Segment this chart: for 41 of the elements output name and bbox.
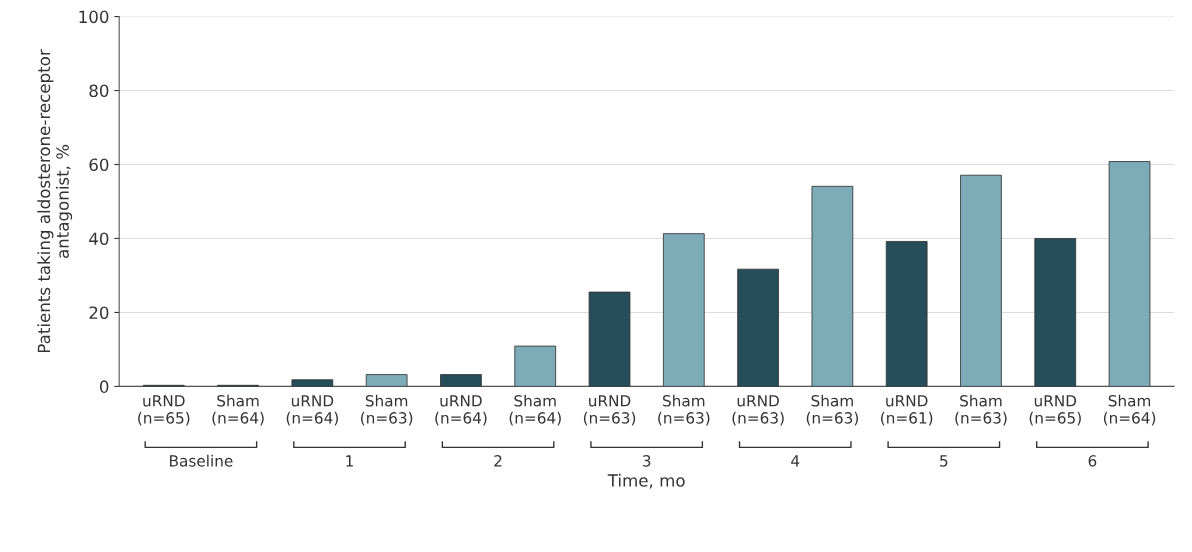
text: 4 bbox=[791, 455, 800, 467]
text: 6 bbox=[1088, 455, 1097, 467]
bar bbox=[291, 379, 334, 387]
y-tick-label: 20 bbox=[89, 306, 109, 319]
bar bbox=[662, 233, 705, 387]
bar bbox=[588, 291, 631, 387]
bar bbox=[1108, 161, 1151, 387]
x-tick-label: uRND (n=63) bbox=[732, 395, 784, 426]
bar bbox=[737, 268, 779, 387]
x-tick-label: Sham (n=63) bbox=[806, 394, 858, 426]
x-tick-label: Sham (n=64) bbox=[509, 394, 561, 426]
y-tick-label: 80 bbox=[89, 84, 109, 98]
text: 2 bbox=[494, 455, 502, 467]
text: 1 bbox=[346, 455, 353, 467]
x-tick-label: uRND (n=64) bbox=[435, 395, 487, 426]
x-tick-label: Sham (n=63) bbox=[361, 394, 413, 426]
x-tick-label: Sham (n=64) bbox=[212, 394, 264, 426]
x-tick-label: uRND (n=65) bbox=[1029, 395, 1081, 426]
y-tick-label: 60 bbox=[89, 158, 109, 172]
bar bbox=[811, 185, 854, 387]
bar bbox=[514, 345, 557, 387]
x-tick-label: uRND (n=65) bbox=[138, 395, 190, 426]
x-tick-label: Sham (n=63) bbox=[658, 394, 710, 426]
bar bbox=[1034, 238, 1077, 387]
bar bbox=[365, 374, 408, 387]
bar bbox=[440, 374, 482, 387]
bar bbox=[960, 174, 1002, 387]
bar bbox=[885, 241, 928, 387]
text: 5 bbox=[940, 455, 948, 467]
x-axis-title: Time, mo bbox=[607, 473, 685, 489]
y-tick-label: 40 bbox=[89, 232, 109, 246]
x-tick-label: Sham (n=64) bbox=[1103, 394, 1156, 426]
x-tick-label: uRND (n=61) bbox=[881, 395, 933, 426]
x-tick-label: Sham (n=63) bbox=[955, 394, 1007, 426]
x-tick-label: uRND (n=63) bbox=[583, 395, 636, 426]
text: 3 bbox=[642, 455, 651, 467]
y-tick-label: 0 bbox=[99, 380, 109, 393]
y-tick-label: 100 bbox=[79, 10, 109, 24]
x-tick-label: uRND (n=64) bbox=[286, 395, 338, 426]
text: Baseline bbox=[170, 454, 233, 467]
y-axis-title: Patients taking aldosterone-receptor antagonist, % bbox=[37, 49, 73, 353]
